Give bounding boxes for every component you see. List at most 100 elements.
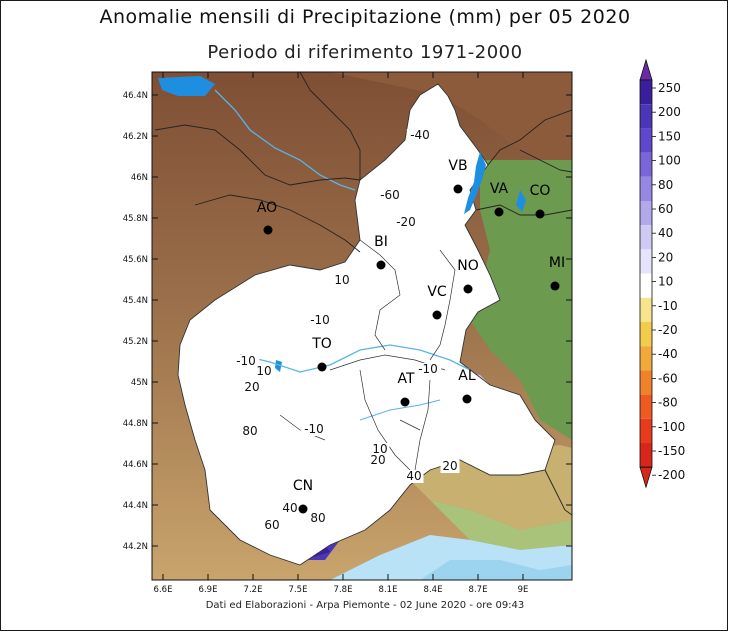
colorbar-swatch — [640, 201, 652, 226]
colorbar-swatch — [640, 418, 652, 443]
contour-label-bg — [280, 502, 300, 515]
city-dot — [463, 284, 473, 294]
city-markers: AO BI VB VA CO NO MI VC TO AT AL CN — [257, 158, 565, 514]
lon-tick-label: 8.1E — [379, 585, 398, 595]
city-label: AL — [458, 368, 476, 384]
colorbar-swatch — [640, 152, 652, 177]
contour-label: 60 — [264, 518, 279, 532]
river-po — [239, 344, 471, 373]
city-dot — [535, 209, 545, 219]
colorbar-label: -100 — [658, 420, 685, 434]
lon-tick-label: 6.6E — [154, 585, 173, 595]
admin-borders — [154, 72, 572, 516]
contour-label: 80 — [310, 511, 325, 525]
contour-label-bg — [404, 470, 424, 483]
lat-tick-label: 44.6N — [123, 460, 148, 470]
city-ao: AO — [257, 200, 277, 235]
city-label: BI — [374, 234, 388, 250]
colorbar-label: 40 — [658, 226, 673, 240]
city-label: NO — [457, 258, 479, 274]
contour-label: 10 — [334, 273, 349, 287]
province-borders — [279, 239, 456, 471]
map-subtitle: Periodo di riferimento 1971-2000 — [207, 42, 523, 63]
city-label: VB — [448, 158, 467, 174]
colorbar-label: 250 — [658, 81, 681, 95]
city-label: VA — [490, 181, 509, 197]
city-dot — [453, 184, 463, 194]
contour-label-bg — [306, 314, 334, 327]
contour-label: 10 — [256, 364, 271, 378]
contour-label: 10 — [372, 442, 387, 456]
city-va: VA — [490, 181, 509, 217]
sea-shallow — [420, 560, 572, 580]
colorbar-swatch — [640, 346, 652, 371]
city-label: AT — [397, 371, 414, 387]
contour-label-bg — [242, 381, 262, 394]
city-dot — [298, 504, 308, 514]
colorbar-swatch — [640, 225, 652, 250]
city-co: CO — [530, 183, 551, 219]
small-lake — [275, 360, 282, 372]
city-vb: VB — [448, 158, 468, 194]
city-dot — [400, 397, 410, 407]
colorbar: 250 200 150 100 80 60 40 20 10 -10 -20 -40 -60 -80 -10… — [639, 58, 685, 489]
colorbar-label: 150 — [658, 129, 681, 143]
lat-tick-label: 46N — [131, 173, 148, 183]
river-rhone — [214, 89, 356, 191]
lat-tick-label: 45.4N — [123, 296, 148, 306]
contour-label: -20 — [396, 215, 416, 229]
colorbar-label: -60 — [658, 371, 678, 385]
city-dot — [462, 394, 472, 404]
contour-label: -10 — [310, 313, 330, 327]
lat-tick-label: 44.8N — [123, 419, 148, 429]
contour-label-bg — [308, 512, 328, 525]
city-no: NO — [457, 258, 479, 294]
colorbar-label: 10 — [658, 275, 673, 289]
colorbar-swatch — [640, 394, 652, 419]
colorbar-label: -80 — [658, 396, 678, 410]
colorbar-swatch — [640, 128, 652, 153]
colorbar-swatch — [640, 322, 652, 347]
colorbar-label: 100 — [658, 154, 681, 168]
lat-tick-label: 45N — [131, 378, 148, 388]
city-label: CO — [530, 183, 551, 199]
city-mi: MI — [549, 255, 565, 291]
lat-tick-label: 46.2N — [123, 132, 148, 142]
contour-label-bg — [376, 189, 404, 202]
po-plain-lombardy — [470, 160, 572, 440]
lat-tick-label: 45.2N — [123, 337, 148, 347]
contour-label-bg — [254, 365, 274, 378]
lat-tick-label: 46.4N — [123, 91, 148, 101]
colorbar-swatch — [640, 443, 652, 468]
colorbar-label: 80 — [658, 178, 673, 192]
lake-maggiore — [464, 152, 486, 214]
contour-label: -60 — [380, 188, 400, 202]
lon-tick-label: 7.8E — [334, 585, 353, 595]
contour-label: 20 — [442, 459, 457, 473]
contour-label: -40 — [410, 128, 430, 142]
colorbar-label: -150 — [658, 444, 685, 458]
contour-label: 20 — [370, 453, 385, 467]
colorbar-label: -200 — [658, 468, 685, 482]
map-plot-area — [152, 72, 572, 580]
contour-label: -10 — [304, 422, 324, 436]
colorbar-swatch — [640, 104, 652, 129]
contour-label-bg — [240, 425, 260, 438]
colorbar-swatch — [640, 297, 652, 322]
contour-label: 20 — [244, 380, 259, 394]
city-dot — [494, 207, 504, 217]
colorbar-label: 20 — [658, 250, 673, 264]
city-dot — [376, 260, 386, 270]
lake-como — [516, 190, 526, 212]
city-dot — [550, 281, 560, 291]
map-footer: Dati ed Elaborazioni - Arpa Piemonte - 0… — [205, 600, 525, 611]
colorbar-label: 60 — [658, 202, 673, 216]
city-to: TO — [311, 336, 332, 372]
contour-label-bg — [414, 363, 442, 376]
lat-tick-label: 45.6N — [123, 255, 148, 265]
colorbar-swatch — [640, 249, 652, 274]
lon-tick-label: 8.4E — [424, 585, 443, 595]
colorbar-border — [639, 79, 653, 468]
city-label: VC — [427, 284, 447, 300]
